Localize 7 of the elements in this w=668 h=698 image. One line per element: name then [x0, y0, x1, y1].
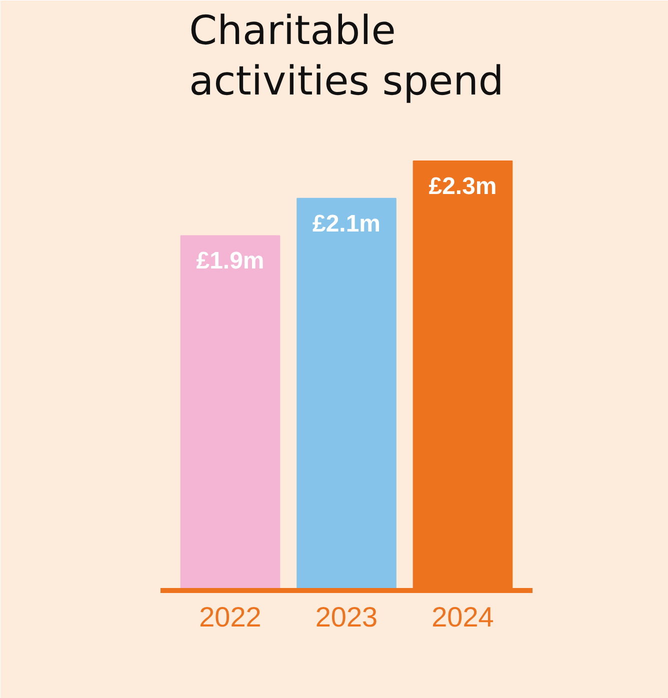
data-label: £2.3m [428, 173, 497, 200]
data-label: £1.9m [196, 248, 264, 275]
data-label: £2.1m [312, 210, 381, 238]
x-tick-label: 2024 [432, 602, 494, 632]
chart-title: Charitable activities spend [189, 8, 504, 104]
x-tick-label: 2022 [199, 602, 262, 632]
x-tick-label: 2023 [315, 602, 378, 632]
